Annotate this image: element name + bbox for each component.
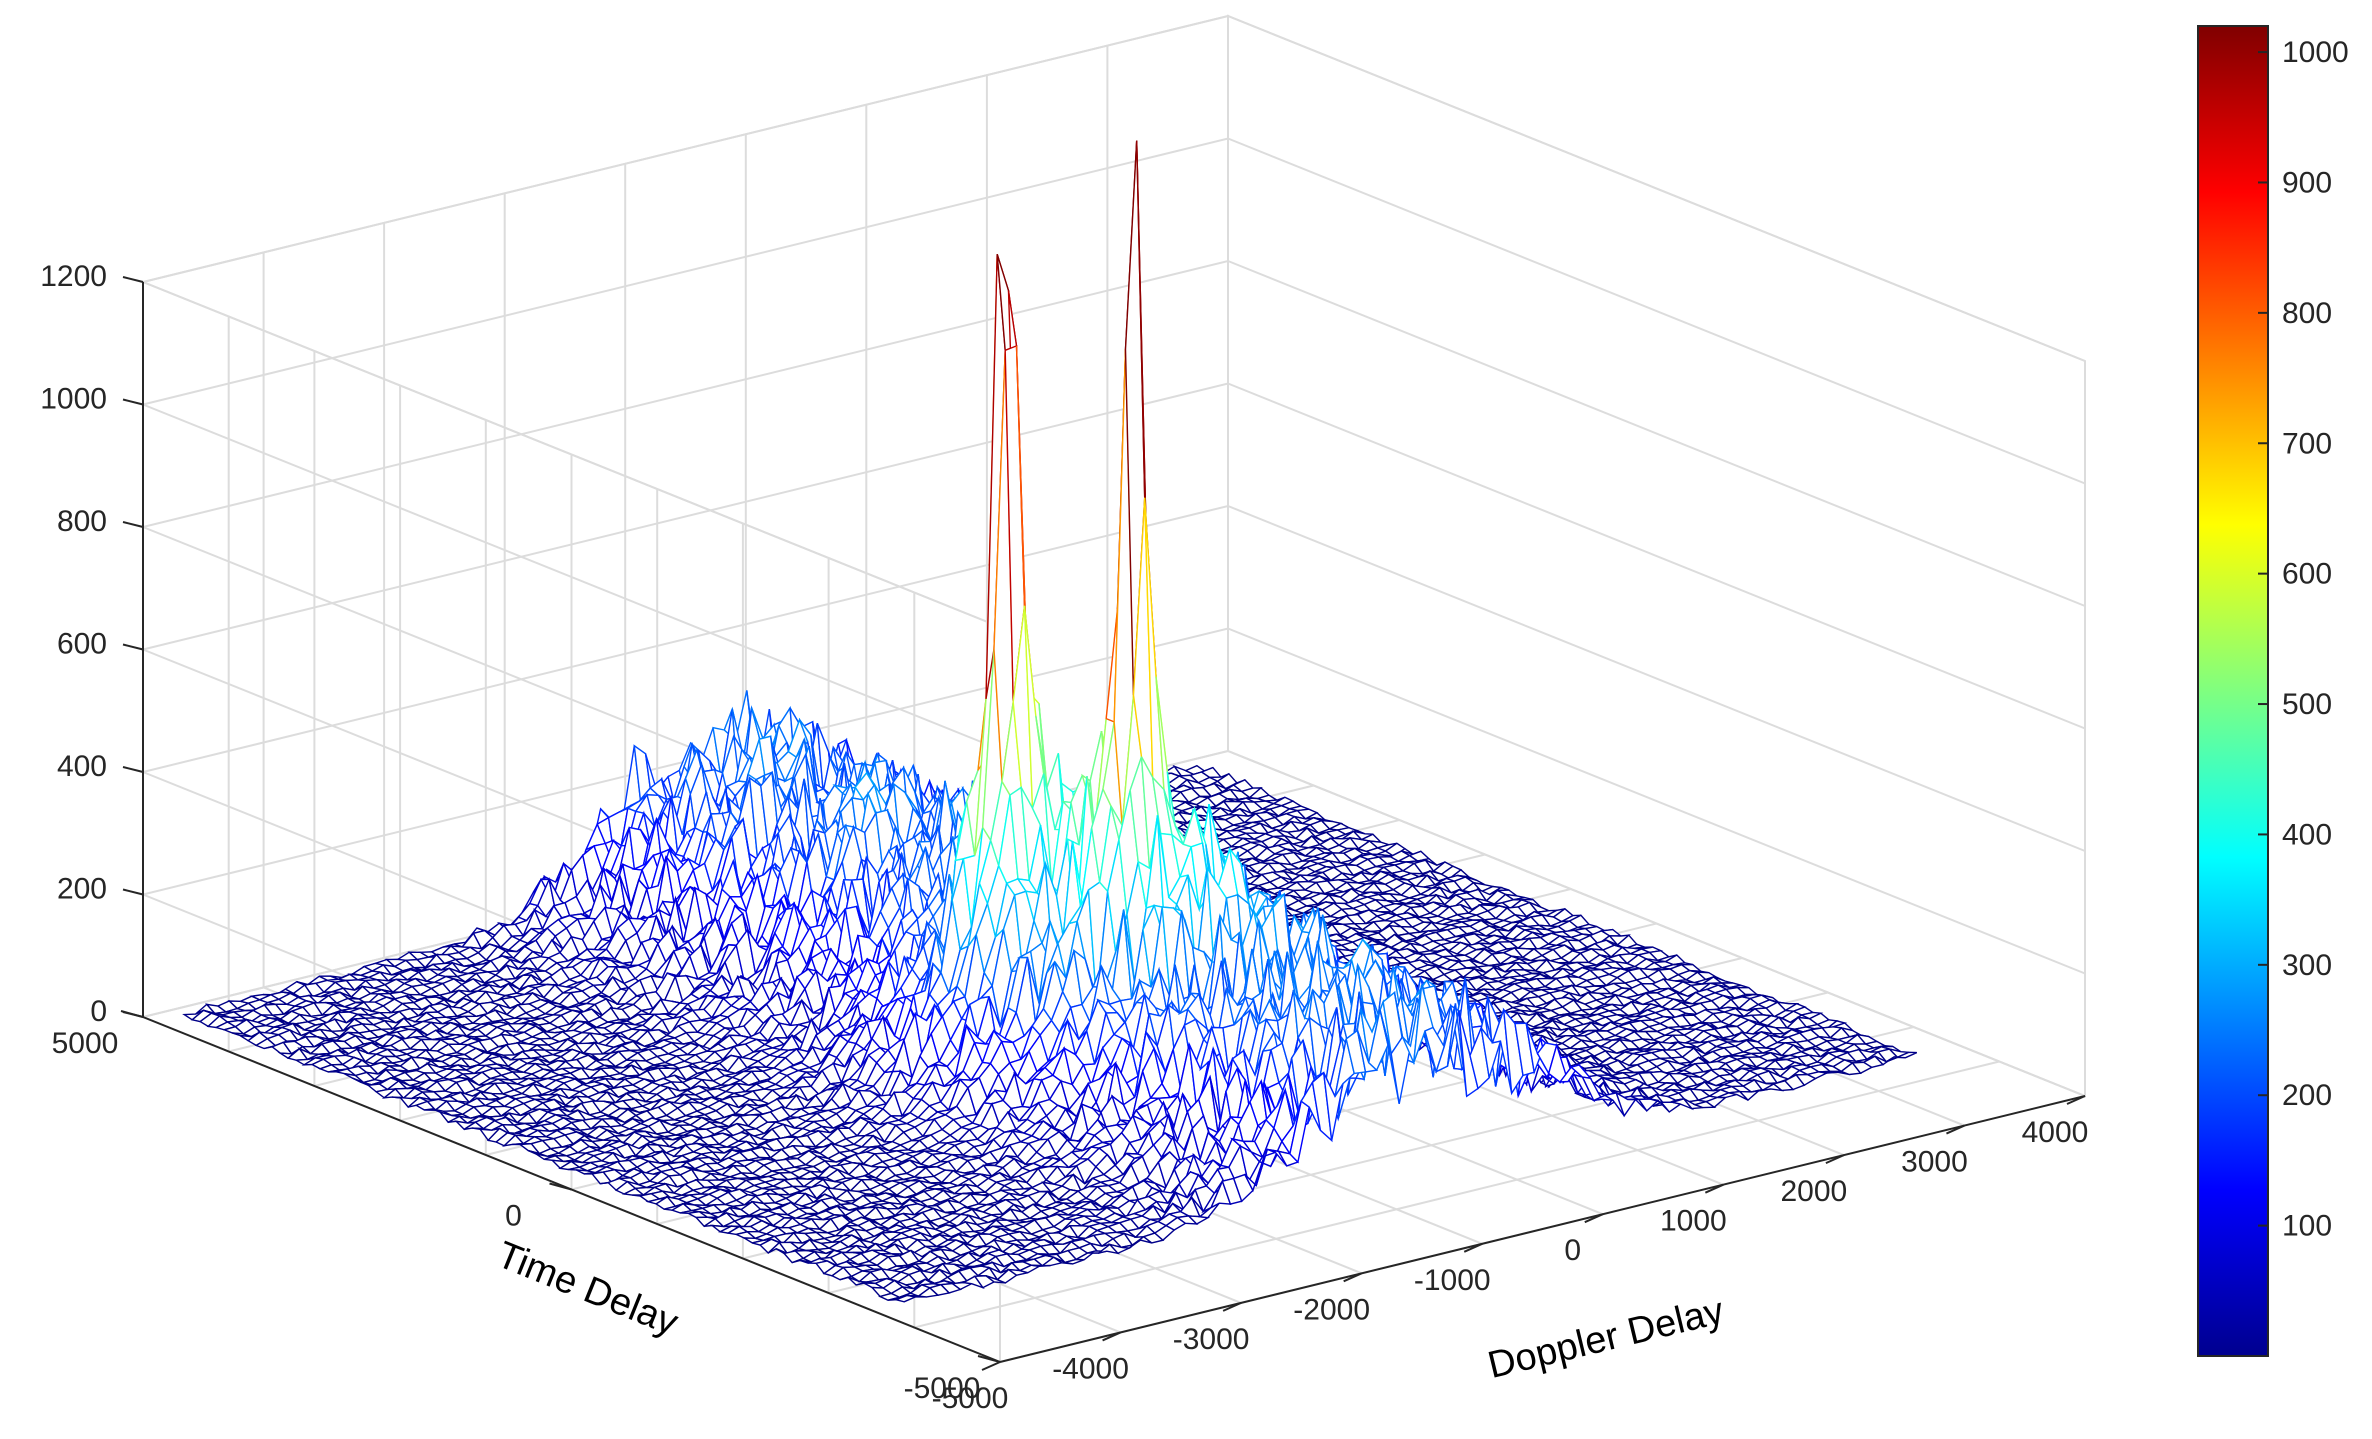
x-gridline xyxy=(1227,16,2086,1097)
surface-mesh xyxy=(182,140,1918,1303)
z-gridline xyxy=(139,14,2086,628)
